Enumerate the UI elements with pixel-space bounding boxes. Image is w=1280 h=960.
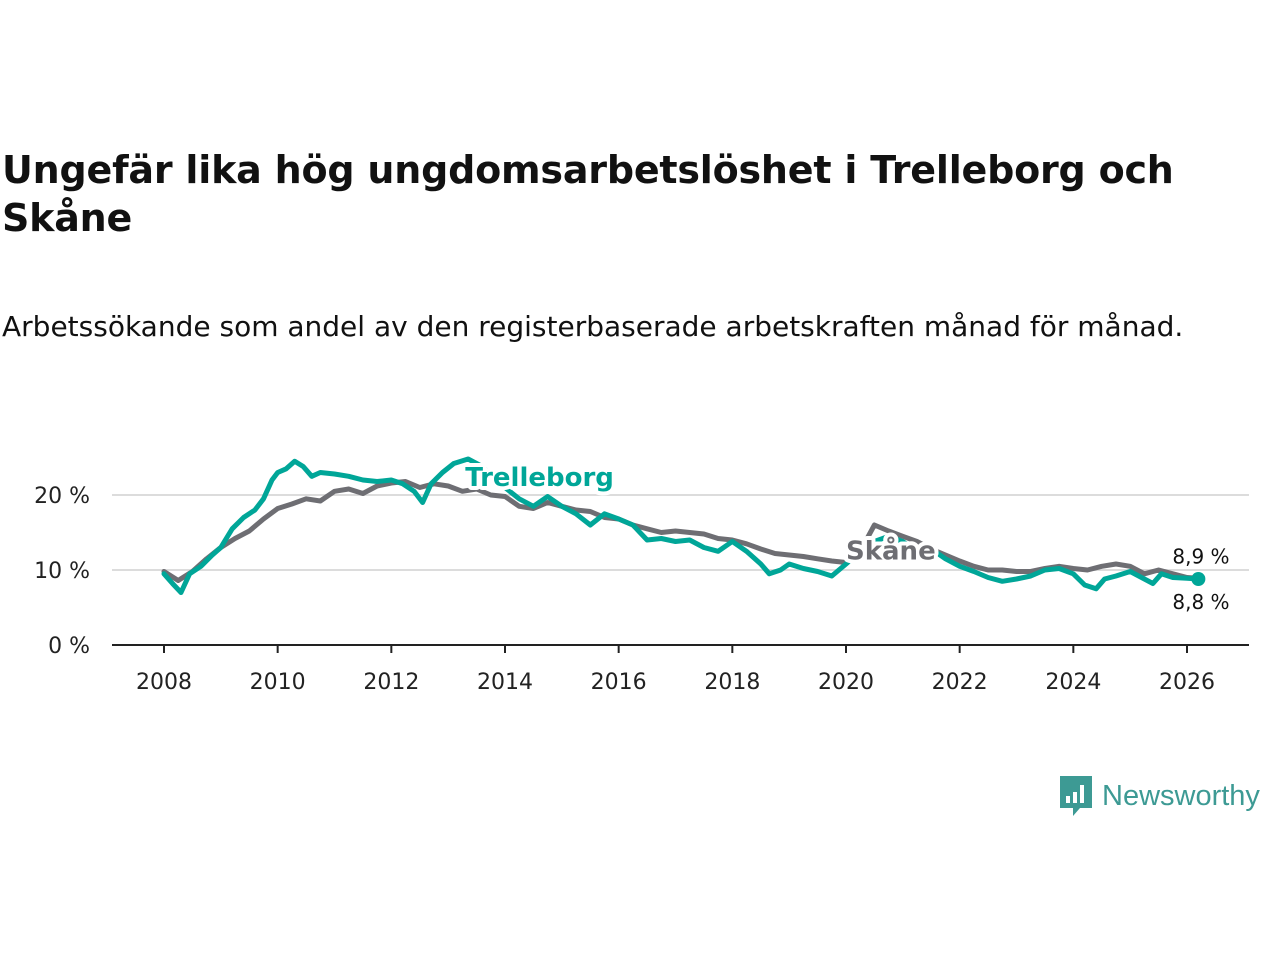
end-label-skane: 8,9 % xyxy=(1172,544,1229,568)
x-tick-label: 2010 xyxy=(250,670,306,695)
x-tick-label: 2008 xyxy=(136,670,192,695)
x-tick-label: 2022 xyxy=(932,670,988,695)
chart-subtitle: Arbetssökande som andel av den registerb… xyxy=(2,310,1184,343)
axes: 0 % 10 % 20 % 2008 2010 2012 2014 2016 2018 2020 2… xyxy=(34,484,1249,695)
line-chart: 8,9 %8,8 %TrelleborgTrelleborgSkåneSkåne… xyxy=(34,456,1249,695)
y-tick-label: 10 % xyxy=(34,559,90,584)
series-label-halo: Skåne xyxy=(846,535,936,567)
chart-title: Ungefär lika hög ungdomsarbetslöshet i T… xyxy=(2,148,1174,240)
x-tick-label: 2018 xyxy=(704,670,760,695)
x-tick-label: 2012 xyxy=(363,670,419,695)
y-tick-label: 20 % xyxy=(34,484,90,509)
newsworthy-logo: Newsworthy xyxy=(1058,772,1260,820)
y-tick-label: 0 % xyxy=(48,634,90,659)
series-line-trelleborg xyxy=(161,456,1201,595)
x-tick-label: 2024 xyxy=(1045,670,1101,695)
series-end-marker xyxy=(1191,572,1206,586)
series-label-skåne: Skåne xyxy=(846,535,936,567)
x-tick-label: 2016 xyxy=(591,670,647,695)
chat-bubble-bar-chart-icon xyxy=(1060,776,1092,816)
series-label-trelleborg: Trelleborg xyxy=(465,463,614,493)
end-label-trelleborg: 8,8 % xyxy=(1172,590,1229,614)
x-tick-label: 2026 xyxy=(1159,670,1215,695)
series-label-halo: Trelleborg xyxy=(465,463,614,493)
x-tick-label: 2014 xyxy=(477,670,533,695)
brand-name: Newsworthy xyxy=(1102,779,1260,812)
x-tick-label: 2020 xyxy=(818,670,874,695)
series-line-skåne xyxy=(161,479,1201,583)
series-lines xyxy=(161,456,1206,595)
